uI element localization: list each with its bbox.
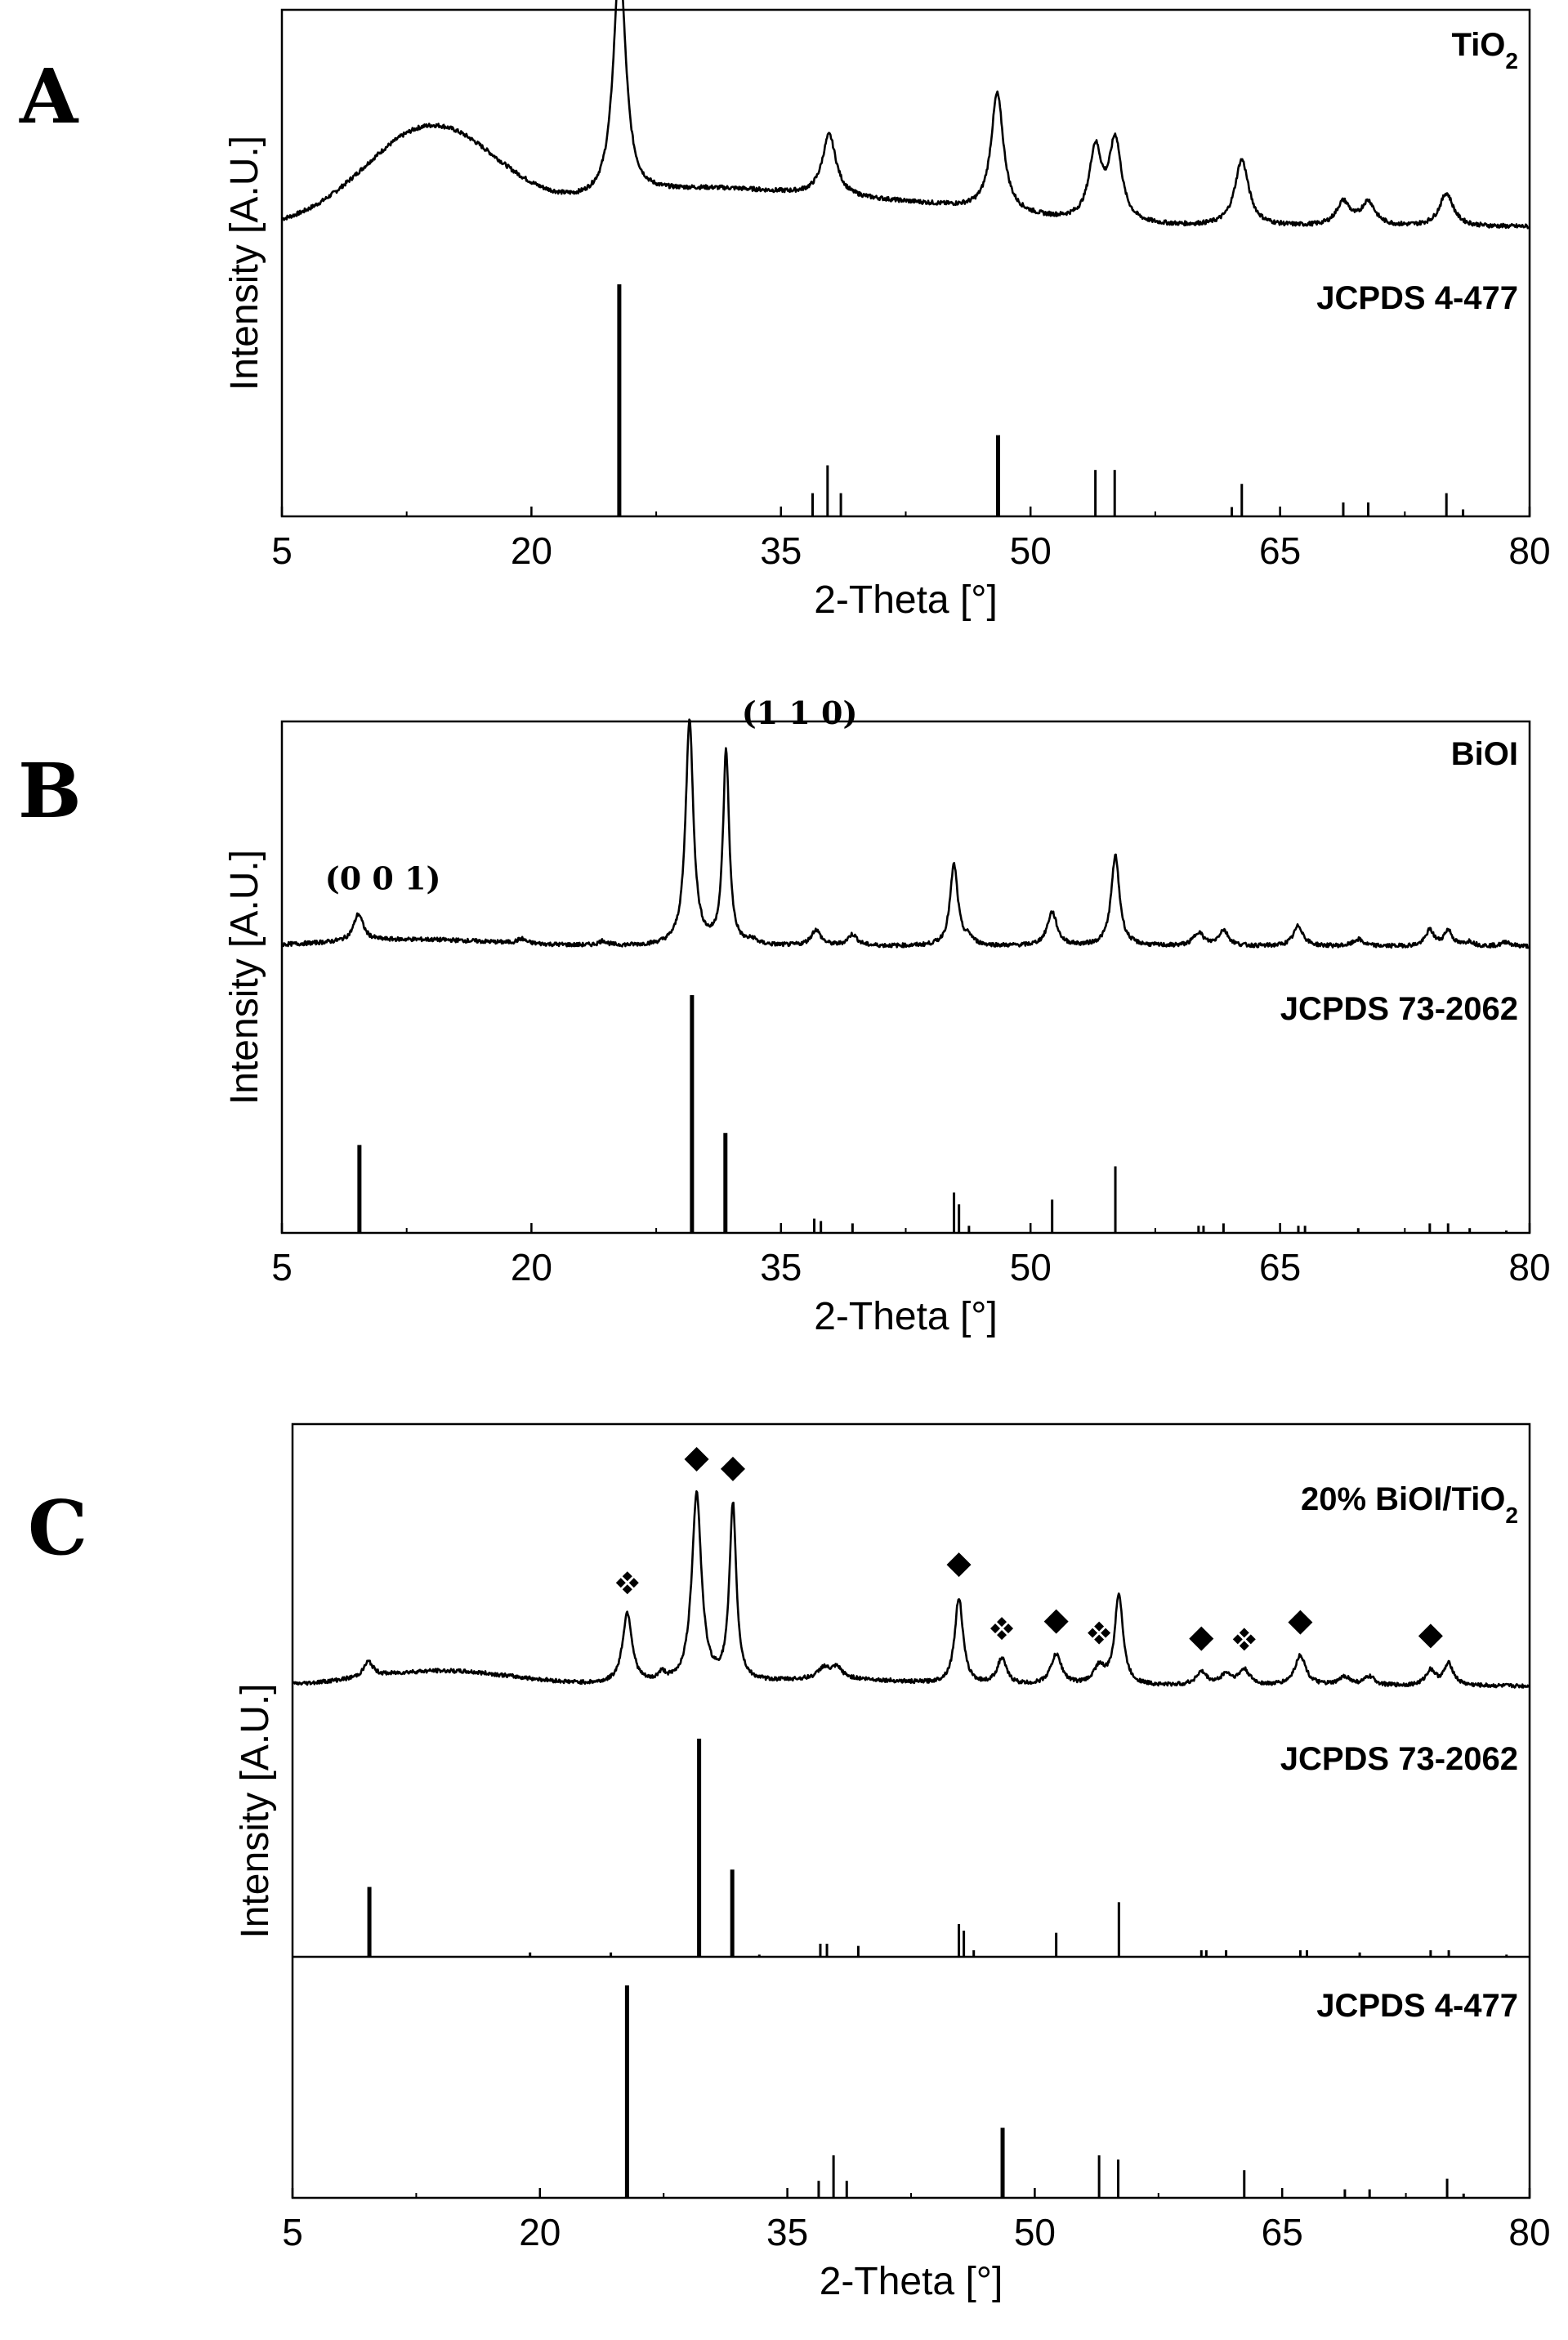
x-tick-label: 50 <box>1010 529 1052 572</box>
tio2-four-diamond-marker <box>615 1571 639 1595</box>
x-tick-label: 50 <box>1014 2211 1056 2253</box>
bioi-diamond-marker <box>1043 1609 1069 1634</box>
x-tick-label: 80 <box>1508 529 1550 572</box>
bioi-diamond-marker <box>720 1456 745 1481</box>
reference-label: JCPDS 4-477 <box>1316 280 1518 316</box>
bioi-diamond-marker <box>1288 1610 1313 1635</box>
series-label: BiOI <box>1451 736 1518 772</box>
tio2-four-diamond-marker <box>1088 1621 1111 1645</box>
reference-label: JCPDS 73-2062 <box>1280 1741 1518 1777</box>
x-tick-label: 35 <box>760 529 802 572</box>
plot-frame <box>280 8 1531 518</box>
x-tick-label: 80 <box>1508 2211 1550 2253</box>
x-tick-label: 20 <box>511 529 552 572</box>
x-axis-label: 2-Theta [°] <box>814 578 998 622</box>
four-diamond-part <box>1239 1641 1249 1651</box>
four-diamond-part <box>622 1571 632 1582</box>
tio2-four-diamond-marker <box>1232 1628 1256 1651</box>
x-tick-label: 5 <box>271 1246 293 1288</box>
four-diamond-part <box>1232 1634 1243 1645</box>
series-label: 20% BiOI/TiO2 <box>1301 1481 1518 1528</box>
x-axis-label: 2-Theta [°] <box>820 2260 1003 2303</box>
x-tick-label: 35 <box>766 2211 808 2253</box>
panel-letter: C <box>28 1484 87 1572</box>
four-diamond-part <box>1094 1621 1105 1632</box>
x-tick-label: 5 <box>271 529 293 572</box>
series-label: TiO2 <box>1451 27 1518 74</box>
reference-label: JCPDS 73-2062 <box>1280 991 1518 1027</box>
four-diamond-part <box>1101 1628 1111 1638</box>
y-axis-label: Intensity [A.U.] <box>234 1683 277 1938</box>
four-diamond-part <box>1088 1628 1098 1638</box>
panel-letter: B <box>18 747 82 835</box>
bioi-diamond-marker <box>684 1446 709 1471</box>
xrd-pattern <box>293 1490 1530 1689</box>
x-axis-label: 2-Theta [°] <box>814 1295 998 1338</box>
bioi-diamond-marker <box>1189 1626 1214 1651</box>
x-tick-label: 65 <box>1259 1246 1301 1288</box>
panel-b: B 5 20 35 50 65 80 2-Theta [°] Intensity [A.U.] B… <box>18 694 1551 1338</box>
plot-frame <box>291 1422 1531 2199</box>
x-tick-label: 20 <box>519 2211 561 2253</box>
x-tick-label: 50 <box>1010 1246 1052 1288</box>
four-diamond-part <box>1239 1628 1249 1638</box>
hkl-annotation: (1 1 0) <box>742 694 858 731</box>
hkl-annotation: (0 0 1) <box>325 860 441 897</box>
x-tick-label: 80 <box>1508 1246 1550 1288</box>
x-tick-label: 65 <box>1259 529 1301 572</box>
four-diamond-part <box>628 1578 639 1588</box>
y-axis-label: Intensity [A.U.] <box>223 850 266 1105</box>
four-diamond-part <box>997 1630 1007 1641</box>
four-diamond-part <box>615 1578 626 1588</box>
plot-frame <box>280 720 1531 1235</box>
panel-a: A 5 20 35 50 65 80 2-Theta [°] Intensity [A.U.] T… <box>19 0 1551 622</box>
x-tick-label: 20 <box>511 1246 552 1288</box>
x-tick-label: 65 <box>1262 2211 1303 2253</box>
bioi-diamond-marker <box>946 1552 972 1578</box>
x-tick-label: 35 <box>760 1246 802 1288</box>
reference-label: JCPDS 4-477 <box>1316 1988 1518 2024</box>
four-diamond-part <box>997 1617 1007 1628</box>
xrd-pattern <box>281 718 1530 949</box>
four-diamond-part <box>1245 1634 1256 1645</box>
bioi-diamond-marker <box>1418 1623 1443 1649</box>
four-diamond-part <box>622 1584 632 1595</box>
y-axis-label: Intensity [A.U.] <box>223 136 266 391</box>
four-diamond-part <box>1094 1634 1105 1645</box>
four-diamond-part <box>990 1623 1001 1634</box>
panel-letter: A <box>19 52 79 141</box>
panel-c: C 5 20 35 50 65 80 2-Theta [°] Intensity [A.U.] 2… <box>28 1422 1551 2303</box>
tio2-four-diamond-marker <box>990 1617 1014 1641</box>
xrd-pattern <box>282 0 1530 230</box>
x-tick-label: 5 <box>282 2211 303 2253</box>
four-diamond-part <box>1003 1623 1014 1634</box>
